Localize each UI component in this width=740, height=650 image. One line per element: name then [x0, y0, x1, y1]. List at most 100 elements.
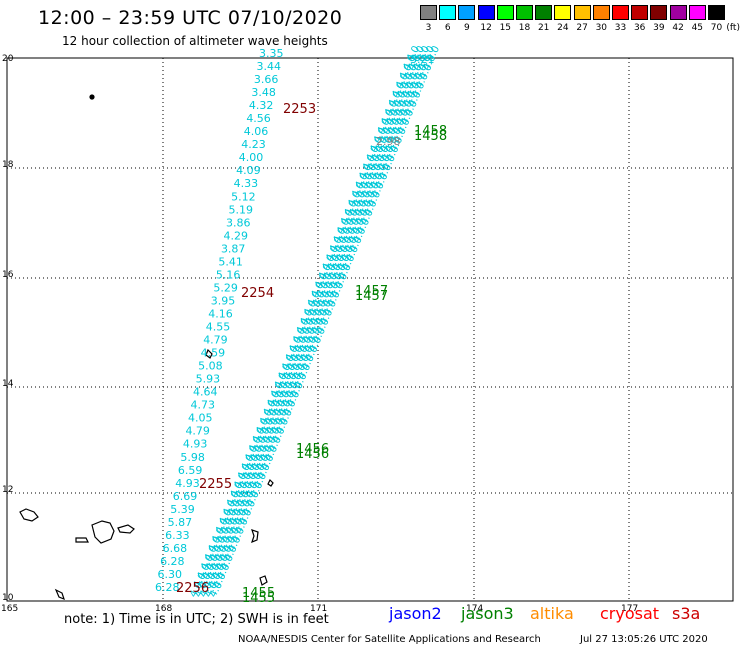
legend-label: 36	[633, 23, 646, 33]
swh-value-label: 4.05	[188, 412, 213, 425]
legend-label: 45	[691, 23, 704, 33]
swh-value-label: 4.56	[246, 112, 271, 125]
swh-value-label: 4.79	[203, 334, 228, 347]
legend-swatch	[477, 5, 495, 20]
legend-label: 42	[672, 23, 684, 33]
pass-time-label: 2253	[283, 102, 316, 117]
lat-tick-label: 12	[2, 485, 13, 495]
swh-value-label: 4.59	[201, 347, 226, 360]
pass-time-label: 1456	[296, 442, 329, 457]
swh-top-label: 3.21	[410, 53, 435, 66]
legend-label: 27	[576, 23, 588, 33]
swh-value-label: 4.29	[223, 229, 248, 242]
lat-tick-label: 10	[2, 593, 14, 603]
legend-label: 30	[595, 23, 608, 33]
legend-label: 21	[537, 23, 550, 33]
swh-value-label: 4.32	[249, 99, 273, 112]
swh-value-label: 4.93	[175, 477, 200, 490]
legend-swatch	[439, 5, 457, 20]
satellite-s3a: s3a	[672, 604, 701, 623]
legend-label: 18	[518, 23, 531, 33]
swh-value-label: 5.29	[213, 281, 238, 294]
swh-value-label: 6.28	[155, 581, 180, 594]
lon-tick-label: 174	[466, 604, 483, 614]
legend-unit: (ft)	[726, 23, 740, 33]
island-1	[19, 508, 39, 522]
lon-tick-label: 171	[310, 604, 327, 614]
island-6	[205, 348, 213, 359]
swh-value-label: 6.68	[163, 542, 188, 555]
legend-swatch	[496, 5, 514, 20]
swh-value-label: 5.98	[180, 451, 205, 464]
pass-time-label: 1455	[242, 586, 275, 601]
pass-time-label: 1457	[355, 284, 388, 299]
lat-tick-label: 16	[2, 270, 14, 280]
swh-value-label: 4.73	[191, 399, 216, 412]
swh-value-label: 3.44	[256, 60, 281, 73]
legend-label: 33	[614, 23, 627, 33]
legend-swatch	[592, 5, 610, 20]
legend-label: 39	[653, 23, 665, 33]
legend-swatch	[458, 5, 476, 20]
legend-label: 6	[444, 23, 451, 33]
pass-time-label: 1458	[414, 129, 447, 144]
swh-value-label: 6.69	[173, 490, 198, 503]
legend-label: 24	[557, 23, 569, 33]
legend-swatch	[554, 5, 572, 20]
swh-value-label: 6.33	[165, 529, 190, 542]
legend-swatch	[612, 5, 629, 20]
swh-value-label: 3.48	[251, 86, 276, 99]
legend-swatch	[535, 5, 553, 20]
swh-value-label: 6.28	[160, 555, 185, 568]
satellite-jason3: jason3	[461, 604, 514, 623]
pass-time-label: 2256	[176, 581, 209, 596]
credit-text: NOAA/NESDIS Center for Satellite Applica…	[238, 634, 541, 645]
swh-value-label: 6.30	[158, 568, 183, 581]
swh-value-label: 4.93	[183, 438, 208, 451]
satellite-cryosat: cryosat	[600, 604, 660, 623]
swh-value-label: 5.41	[218, 255, 243, 268]
legend-swatch	[708, 5, 725, 20]
island-2	[91, 520, 115, 544]
swh-value-label: 4.23	[241, 138, 266, 151]
page-title: 12:00 – 23:59 UTC 07/10/2020	[38, 7, 343, 29]
swh-value-label: 4.00	[239, 151, 264, 164]
swh-value-label: 5.12	[231, 190, 256, 203]
swh-value-label: 4.55	[206, 321, 231, 334]
swh-value-label: 3.86	[226, 216, 251, 229]
islands	[19, 94, 274, 601]
swh-value-label: 5.08	[198, 360, 223, 373]
legend-swatch	[650, 5, 668, 20]
island-8	[251, 529, 259, 544]
swh-value-label: 5.39	[170, 503, 195, 516]
axis-ticks: 165 168 171 174 177 20 18 16 14 12 10	[1, 54, 638, 614]
pass-time-label: 1455	[242, 591, 275, 606]
satellite-altika: altika	[530, 604, 574, 623]
legend-label: 9	[464, 23, 470, 33]
island-5	[54, 588, 65, 601]
swh-value-label: 4.09	[236, 164, 260, 177]
legend-label: 12	[480, 23, 492, 33]
legend-swatch	[516, 5, 533, 20]
swh-value-label: 5.19	[229, 203, 254, 216]
legend-swatch	[631, 5, 649, 20]
track-east: 4.04.04.04.04.04.04.04.04.04.04.04.04.04…	[188, 44, 442, 599]
legend-swatch	[669, 5, 687, 20]
island-7	[267, 478, 274, 487]
swh-gray-label: 2.98	[376, 135, 401, 148]
swh-value-label: 4.06	[244, 125, 269, 138]
pass-time-label: 2254	[241, 286, 274, 301]
page-subtitle: 12 hour collection of altimeter wave hei…	[62, 34, 328, 48]
legend-label: 3	[425, 23, 432, 33]
generated-timestamp: Jul 27 13:05:26 UTC 2020	[580, 634, 708, 645]
swh-value-label: 5.87	[168, 516, 193, 529]
island-4	[117, 524, 135, 534]
satellite-jason2: jason2	[389, 604, 442, 623]
swh-value-label: 3.95	[211, 294, 236, 307]
lon-tick-label: 165	[1, 604, 18, 614]
legend-swatch	[573, 5, 591, 20]
island-9	[259, 575, 268, 586]
swh-value-label: 4.64	[193, 386, 218, 399]
swh-value-label: 4.33	[234, 177, 259, 190]
